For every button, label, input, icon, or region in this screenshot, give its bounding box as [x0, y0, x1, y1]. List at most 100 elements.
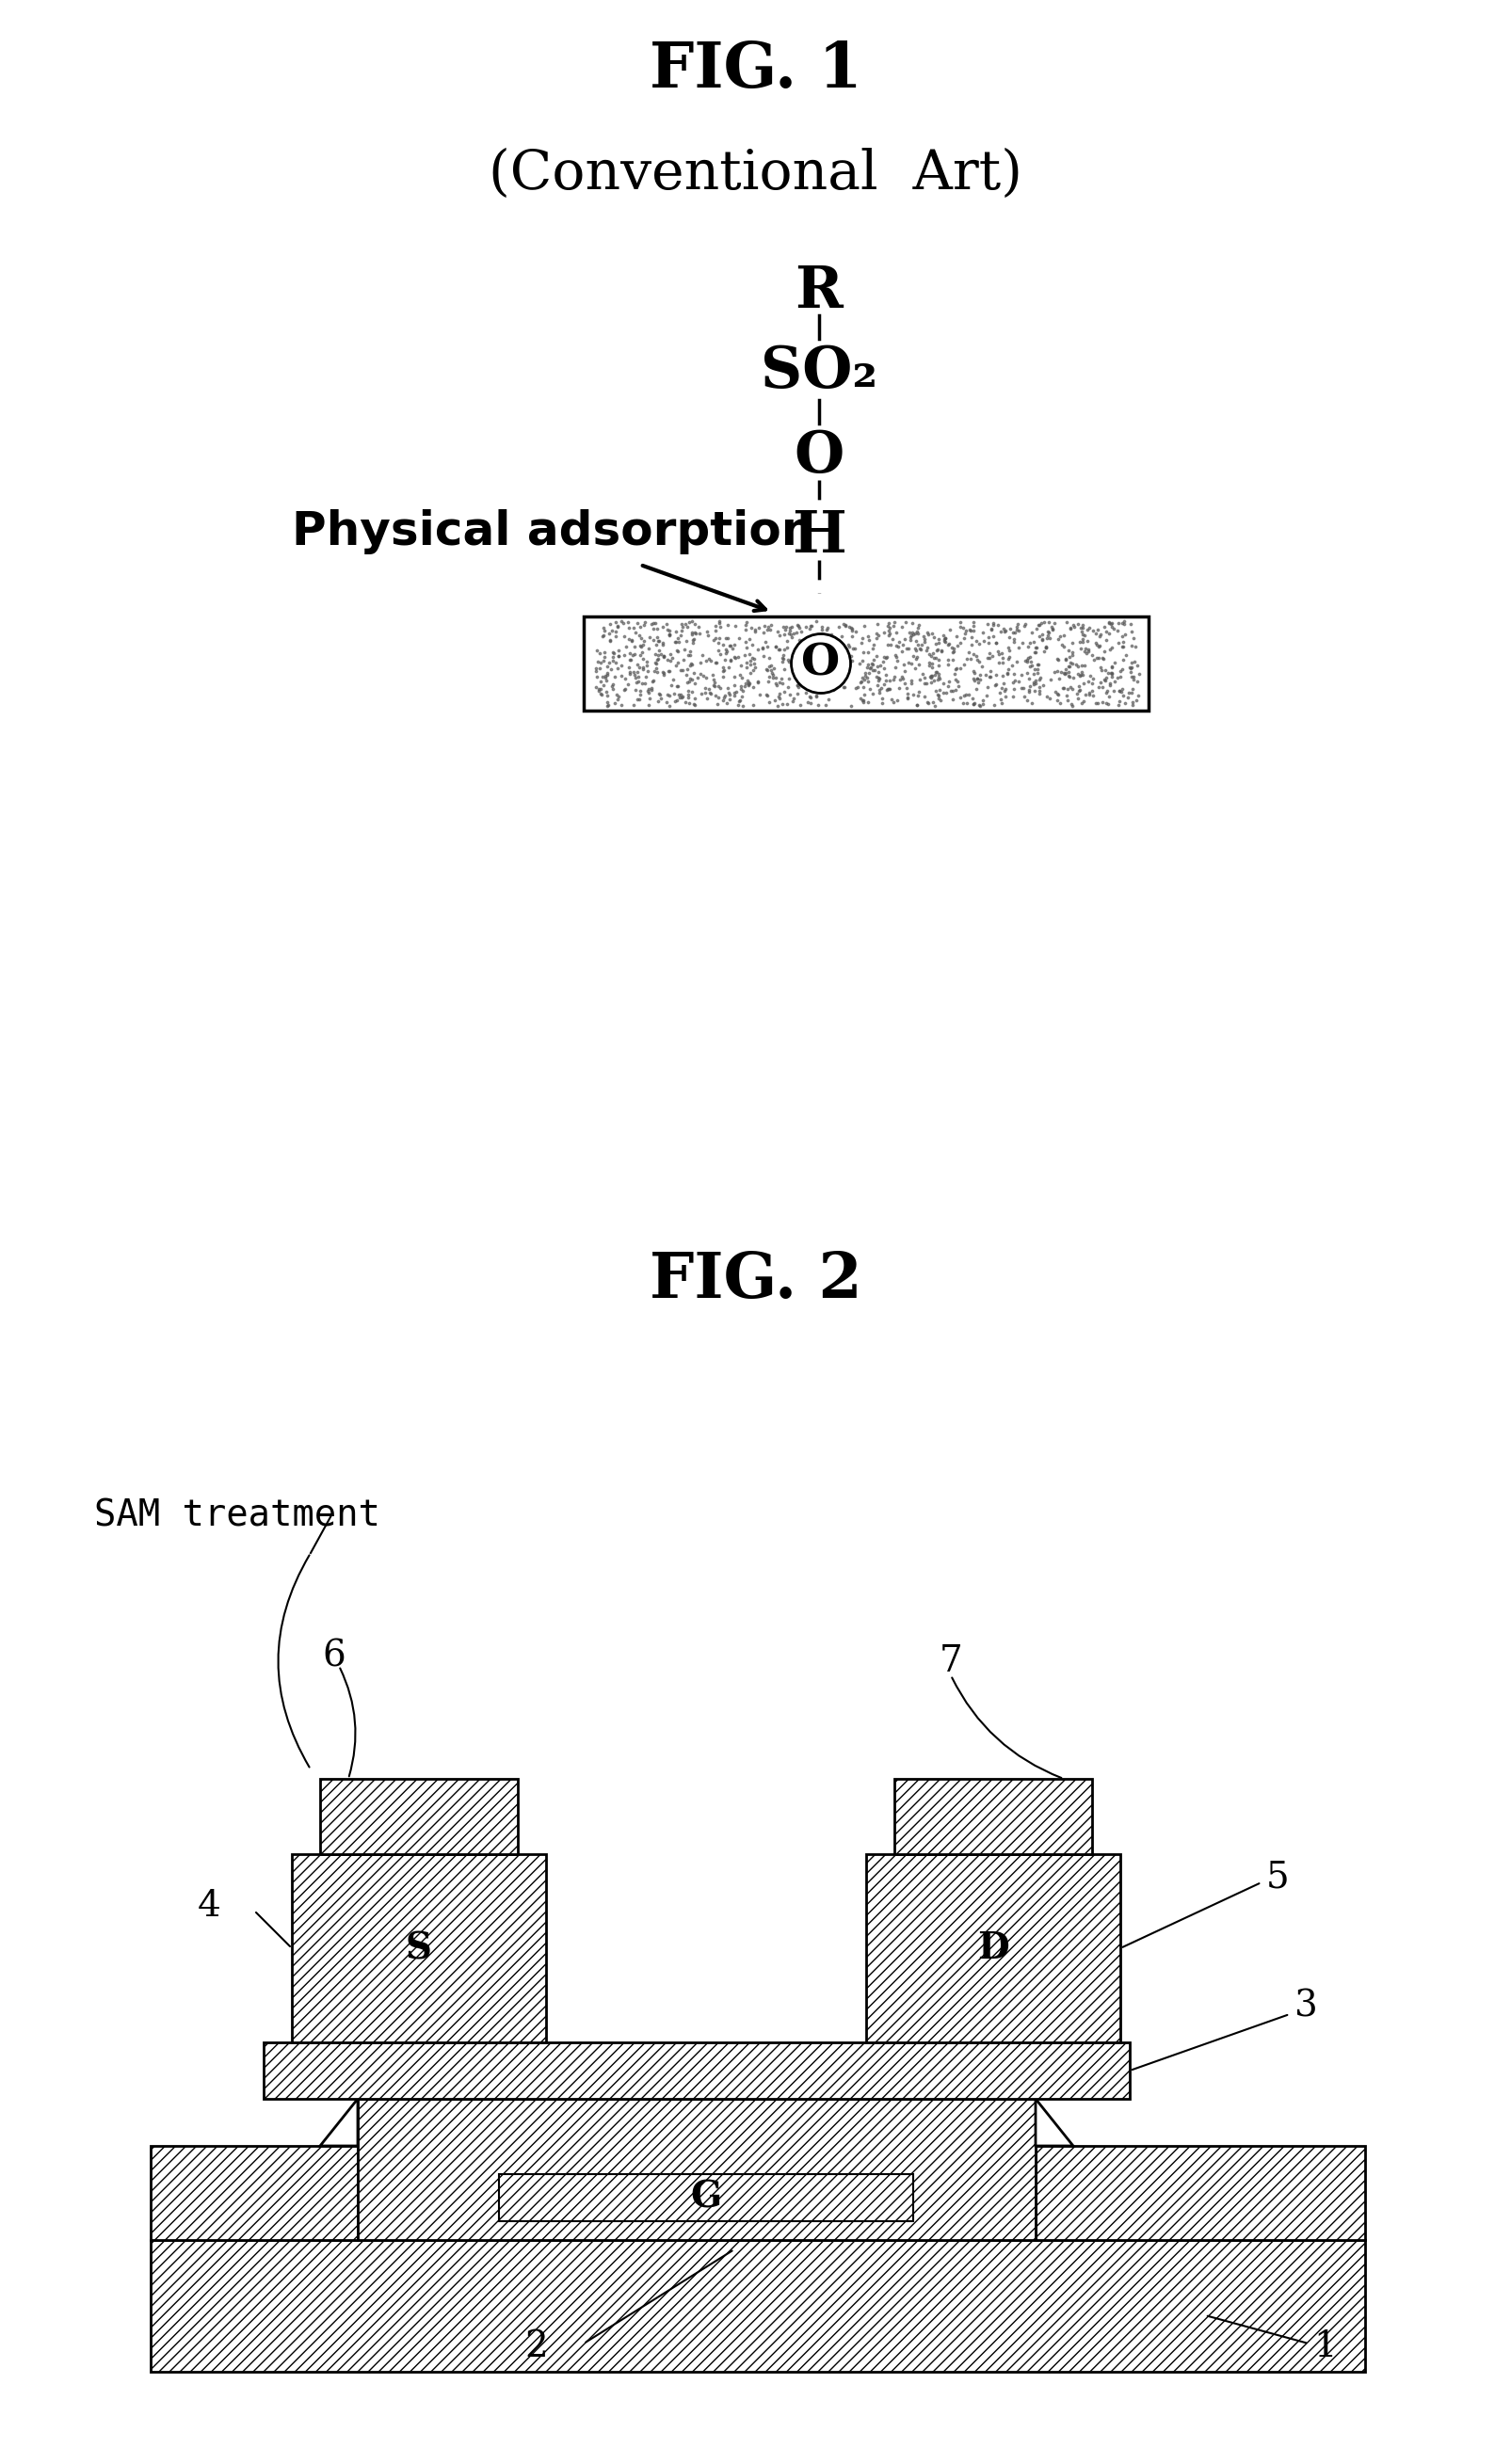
Point — [626, 660, 650, 700]
Point — [722, 626, 746, 665]
Bar — [1035, 2146, 1364, 2240]
Point — [935, 646, 959, 685]
Point — [990, 633, 1014, 673]
Point — [864, 618, 888, 658]
Point — [703, 675, 727, 715]
Point — [742, 638, 766, 678]
Point — [922, 655, 946, 695]
Point — [675, 636, 700, 675]
Point — [1076, 660, 1100, 700]
Point — [626, 655, 650, 695]
Point — [907, 606, 931, 646]
Point — [644, 643, 668, 683]
Point — [604, 675, 629, 715]
Point — [1026, 675, 1050, 715]
Point — [899, 616, 923, 655]
Point — [772, 609, 796, 648]
Point — [964, 660, 988, 700]
Point — [870, 643, 895, 683]
Point — [882, 658, 907, 697]
Point — [970, 685, 994, 724]
Point — [849, 641, 873, 680]
Point — [594, 673, 618, 712]
Point — [639, 668, 663, 707]
Point — [808, 641, 833, 680]
Point — [999, 646, 1023, 685]
Point — [759, 650, 783, 690]
Point — [1106, 670, 1130, 710]
Point — [890, 626, 914, 665]
Point — [1095, 653, 1120, 692]
Point — [601, 633, 626, 673]
Point — [1118, 653, 1142, 692]
Point — [795, 683, 819, 722]
Point — [621, 685, 645, 724]
Point — [712, 650, 736, 690]
Bar — [263, 2043, 1129, 2099]
Point — [657, 611, 681, 650]
Point — [766, 631, 790, 670]
Point — [716, 675, 740, 715]
Point — [899, 614, 923, 653]
Point — [718, 680, 742, 719]
Point — [721, 638, 745, 678]
Point — [707, 601, 731, 641]
Point — [914, 614, 938, 653]
Point — [657, 685, 681, 724]
Point — [629, 626, 653, 665]
Point — [1058, 668, 1082, 707]
Point — [919, 655, 943, 695]
Point — [790, 621, 814, 660]
Text: 4: 4 — [198, 1887, 221, 1924]
Point — [1027, 606, 1052, 646]
Point — [810, 611, 834, 650]
Point — [722, 665, 746, 705]
Bar — [499, 2173, 913, 2220]
Point — [913, 631, 937, 670]
Point — [716, 648, 740, 687]
Point — [1024, 653, 1049, 692]
Point — [792, 638, 816, 678]
Point — [632, 663, 656, 702]
Point — [801, 670, 825, 710]
Point — [1097, 628, 1121, 668]
Text: 6: 6 — [322, 1639, 346, 1673]
Point — [1102, 673, 1126, 712]
Point — [612, 670, 636, 710]
Point — [710, 626, 734, 665]
Point — [849, 658, 873, 697]
Point — [1076, 628, 1100, 668]
Point — [737, 633, 762, 673]
Point — [798, 606, 822, 646]
Point — [793, 673, 817, 712]
Point — [804, 655, 828, 695]
Point — [1023, 663, 1047, 702]
Point — [925, 660, 949, 700]
Text: SO₂: SO₂ — [760, 342, 876, 399]
Point — [808, 648, 833, 687]
Point — [677, 663, 701, 702]
Point — [688, 643, 712, 683]
Point — [594, 655, 618, 695]
Point — [814, 611, 839, 650]
Point — [1120, 626, 1144, 665]
Point — [866, 653, 890, 692]
Point — [891, 663, 916, 702]
Point — [947, 678, 972, 717]
Point — [1106, 623, 1130, 663]
Point — [1080, 670, 1105, 710]
Bar — [151, 2146, 358, 2240]
Point — [810, 653, 834, 692]
Point — [950, 683, 975, 722]
Point — [666, 668, 691, 707]
Point — [817, 665, 842, 705]
Point — [765, 685, 789, 724]
Point — [1023, 650, 1047, 690]
Point — [863, 658, 887, 697]
Point — [1023, 660, 1047, 700]
Point — [1098, 628, 1123, 668]
Point — [706, 631, 730, 670]
Point — [879, 618, 904, 658]
Point — [1120, 670, 1144, 710]
Point — [860, 673, 884, 712]
